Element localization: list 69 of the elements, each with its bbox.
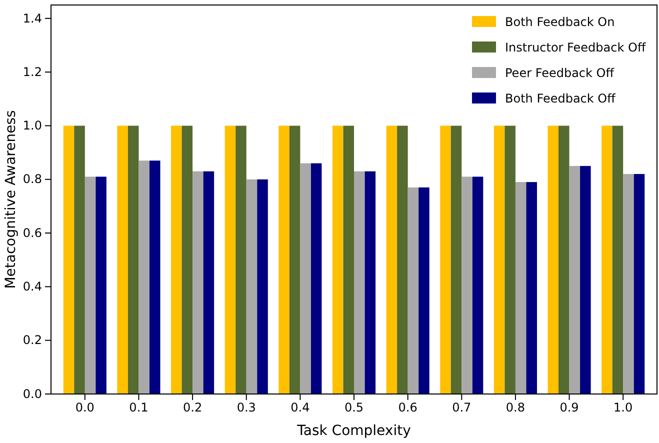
y-tick-label: 0.0 [22,386,42,401]
bar [364,171,376,394]
x-tick-label: 0.3 [236,400,256,415]
bar [343,126,354,394]
y-tick-label: 0.2 [22,333,42,348]
bar [612,126,624,394]
bar [526,182,537,394]
bar [310,163,322,394]
bar [236,126,246,394]
bar [192,171,204,394]
legend-label: Peer Feedback Off [505,66,615,80]
x-axis-title: Task Complexity [296,423,411,439]
bar [580,166,591,394]
bar [634,174,645,394]
x-tick-label: 1.0 [614,400,633,415]
y-tick-label: 0.6 [22,226,42,240]
bar [278,126,290,394]
bar [300,163,311,394]
bar [74,126,85,394]
bar [354,171,365,394]
y-axis-title: Metacognitive Awareness [3,110,19,289]
x-tick-label: 0.2 [182,400,202,415]
bar [289,126,300,394]
bar [440,126,451,394]
bar [224,126,236,394]
bar [408,187,419,394]
bar [257,179,268,394]
bar [149,160,160,394]
y-tick-label: 0.4 [22,280,42,294]
legend-label: Both Feedback Off [505,92,616,106]
bar [63,126,74,394]
bar [96,176,106,394]
bar [171,126,182,394]
x-tick-label: 0.0 [75,400,94,415]
bar [602,126,612,394]
legend-label: Both Feedback On [505,15,615,29]
bar [462,176,472,394]
x-tick-label: 0.4 [290,400,310,415]
bar [569,166,580,394]
bar [558,126,570,394]
bar [504,126,516,394]
legend-label: Instructor Feedback Off [505,40,646,54]
y-tick-label: 1.0 [22,118,42,133]
y-tick-label: 1.4 [22,11,42,26]
x-tick-label: 0.9 [560,400,579,415]
x-tick-label: 0.5 [344,400,364,415]
bar [450,126,462,394]
bar [332,126,344,394]
x-tick-label: 0.7 [452,400,472,415]
bar [418,187,430,394]
bar [494,126,505,394]
bar [386,126,398,394]
bar [472,176,484,394]
bar [515,182,526,394]
bar [182,126,193,394]
bar [117,126,128,394]
bar [246,179,258,394]
bar [623,174,634,394]
bar [203,171,214,394]
bar [548,126,559,394]
bar [128,126,139,394]
bar [138,160,150,394]
x-tick-label: 0.1 [129,400,148,415]
x-tick-label: 0.8 [506,400,526,415]
y-tick-label: 1.2 [22,64,42,79]
y-tick-label: 0.8 [22,172,42,186]
bar [84,176,96,394]
bar [397,126,408,394]
x-tick-label: 0.6 [398,400,418,415]
